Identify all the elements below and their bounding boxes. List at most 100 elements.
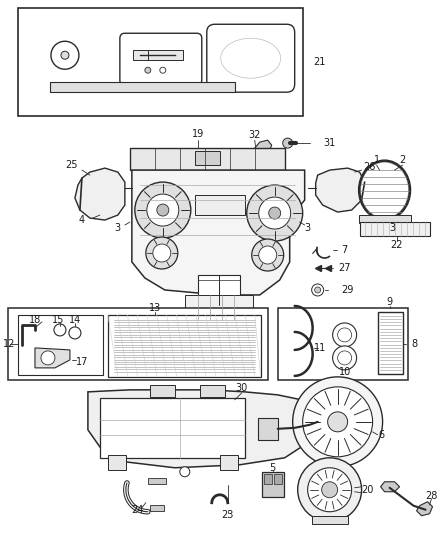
FancyBboxPatch shape — [207, 25, 295, 92]
Bar — [360, 222, 430, 236]
Bar — [359, 215, 410, 223]
Text: 11: 11 — [314, 343, 326, 353]
Text: 5: 5 — [269, 463, 276, 473]
Text: 4: 4 — [79, 215, 85, 225]
Circle shape — [160, 67, 166, 73]
Polygon shape — [88, 390, 320, 468]
Circle shape — [283, 138, 293, 148]
Bar — [18, 9, 303, 116]
Circle shape — [314, 287, 321, 293]
Bar — [278, 308, 408, 380]
Circle shape — [61, 51, 69, 59]
Polygon shape — [417, 502, 433, 516]
Circle shape — [307, 468, 352, 512]
Circle shape — [298, 458, 362, 522]
Bar — [274, 474, 282, 484]
Bar — [50, 82, 235, 92]
Text: 3: 3 — [389, 223, 396, 233]
Circle shape — [332, 323, 357, 347]
Polygon shape — [255, 140, 272, 157]
Bar — [150, 385, 175, 397]
Text: 25: 25 — [66, 160, 78, 170]
Bar — [100, 398, 245, 458]
Text: 9: 9 — [386, 297, 392, 307]
Circle shape — [328, 412, 348, 432]
Circle shape — [259, 246, 277, 264]
Polygon shape — [75, 168, 125, 220]
Circle shape — [153, 244, 171, 262]
Circle shape — [147, 194, 179, 226]
Bar — [262, 472, 284, 497]
Text: 32: 32 — [248, 130, 261, 140]
Circle shape — [268, 207, 281, 219]
Bar — [18, 315, 103, 375]
Circle shape — [180, 467, 190, 477]
Bar — [108, 455, 126, 470]
Bar — [312, 516, 348, 524]
Circle shape — [332, 346, 357, 370]
Bar — [8, 308, 268, 380]
Circle shape — [157, 204, 169, 216]
Bar — [148, 478, 166, 484]
Polygon shape — [35, 348, 70, 368]
Bar — [198, 275, 240, 305]
Circle shape — [54, 324, 66, 336]
Text: 18: 18 — [29, 315, 41, 325]
Bar — [195, 151, 220, 165]
Bar — [108, 315, 261, 377]
Text: 29: 29 — [342, 285, 354, 295]
Circle shape — [51, 41, 79, 69]
Text: 12: 12 — [3, 339, 15, 349]
Text: 21: 21 — [314, 57, 326, 67]
Bar — [220, 455, 238, 470]
Circle shape — [259, 197, 291, 229]
Text: 30: 30 — [236, 383, 248, 393]
Circle shape — [312, 284, 324, 296]
Polygon shape — [316, 168, 364, 212]
Polygon shape — [381, 482, 399, 492]
Text: 31: 31 — [324, 138, 336, 148]
Bar — [185, 295, 253, 320]
Polygon shape — [132, 170, 305, 295]
Text: 23: 23 — [222, 510, 234, 520]
Bar — [150, 505, 164, 511]
Circle shape — [69, 327, 81, 339]
Text: 3: 3 — [115, 223, 121, 233]
Text: 8: 8 — [411, 339, 417, 349]
Circle shape — [293, 377, 382, 467]
Ellipse shape — [359, 160, 410, 220]
Circle shape — [41, 351, 55, 365]
FancyBboxPatch shape — [120, 33, 202, 85]
Text: 27: 27 — [339, 263, 351, 273]
Bar — [200, 385, 225, 397]
Text: 3: 3 — [304, 223, 311, 233]
Text: 10: 10 — [339, 367, 351, 377]
Text: 19: 19 — [192, 129, 204, 139]
Bar — [378, 312, 403, 374]
Text: 14: 14 — [69, 315, 81, 325]
Text: 20: 20 — [361, 484, 374, 495]
Bar — [195, 195, 245, 215]
Circle shape — [321, 482, 338, 498]
Text: 2: 2 — [399, 155, 406, 165]
Bar — [258, 418, 278, 440]
Circle shape — [146, 237, 178, 269]
Text: 6: 6 — [378, 430, 385, 440]
Text: 17: 17 — [76, 357, 88, 367]
Text: 13: 13 — [149, 303, 161, 313]
Text: 7: 7 — [342, 245, 348, 255]
Circle shape — [303, 387, 373, 457]
Bar — [130, 148, 285, 170]
Circle shape — [145, 67, 151, 73]
Text: 26: 26 — [364, 162, 376, 172]
Bar — [264, 474, 272, 484]
Text: 28: 28 — [425, 491, 438, 500]
Text: 1: 1 — [374, 155, 380, 165]
Circle shape — [135, 182, 191, 238]
Bar — [133, 50, 183, 60]
Text: 24: 24 — [132, 505, 144, 515]
Text: 22: 22 — [390, 240, 403, 250]
Text: 15: 15 — [52, 315, 64, 325]
Circle shape — [252, 239, 284, 271]
Circle shape — [247, 185, 303, 241]
